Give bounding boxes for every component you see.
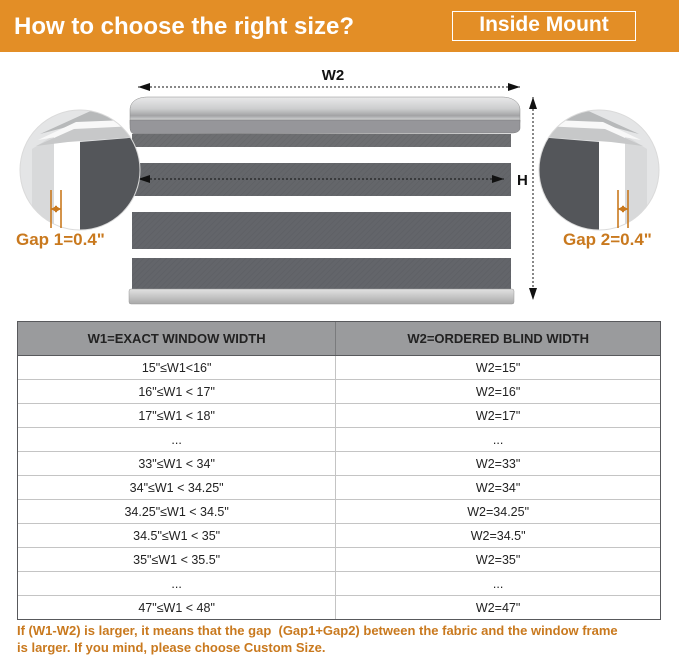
svg-text:Gap 2=0.4": Gap 2=0.4" <box>563 230 652 249</box>
svg-text:Gap 1=0.4": Gap 1=0.4" <box>16 230 105 249</box>
svg-text:H: H <box>517 172 528 189</box>
svg-text:W2: W2 <box>322 67 345 84</box>
